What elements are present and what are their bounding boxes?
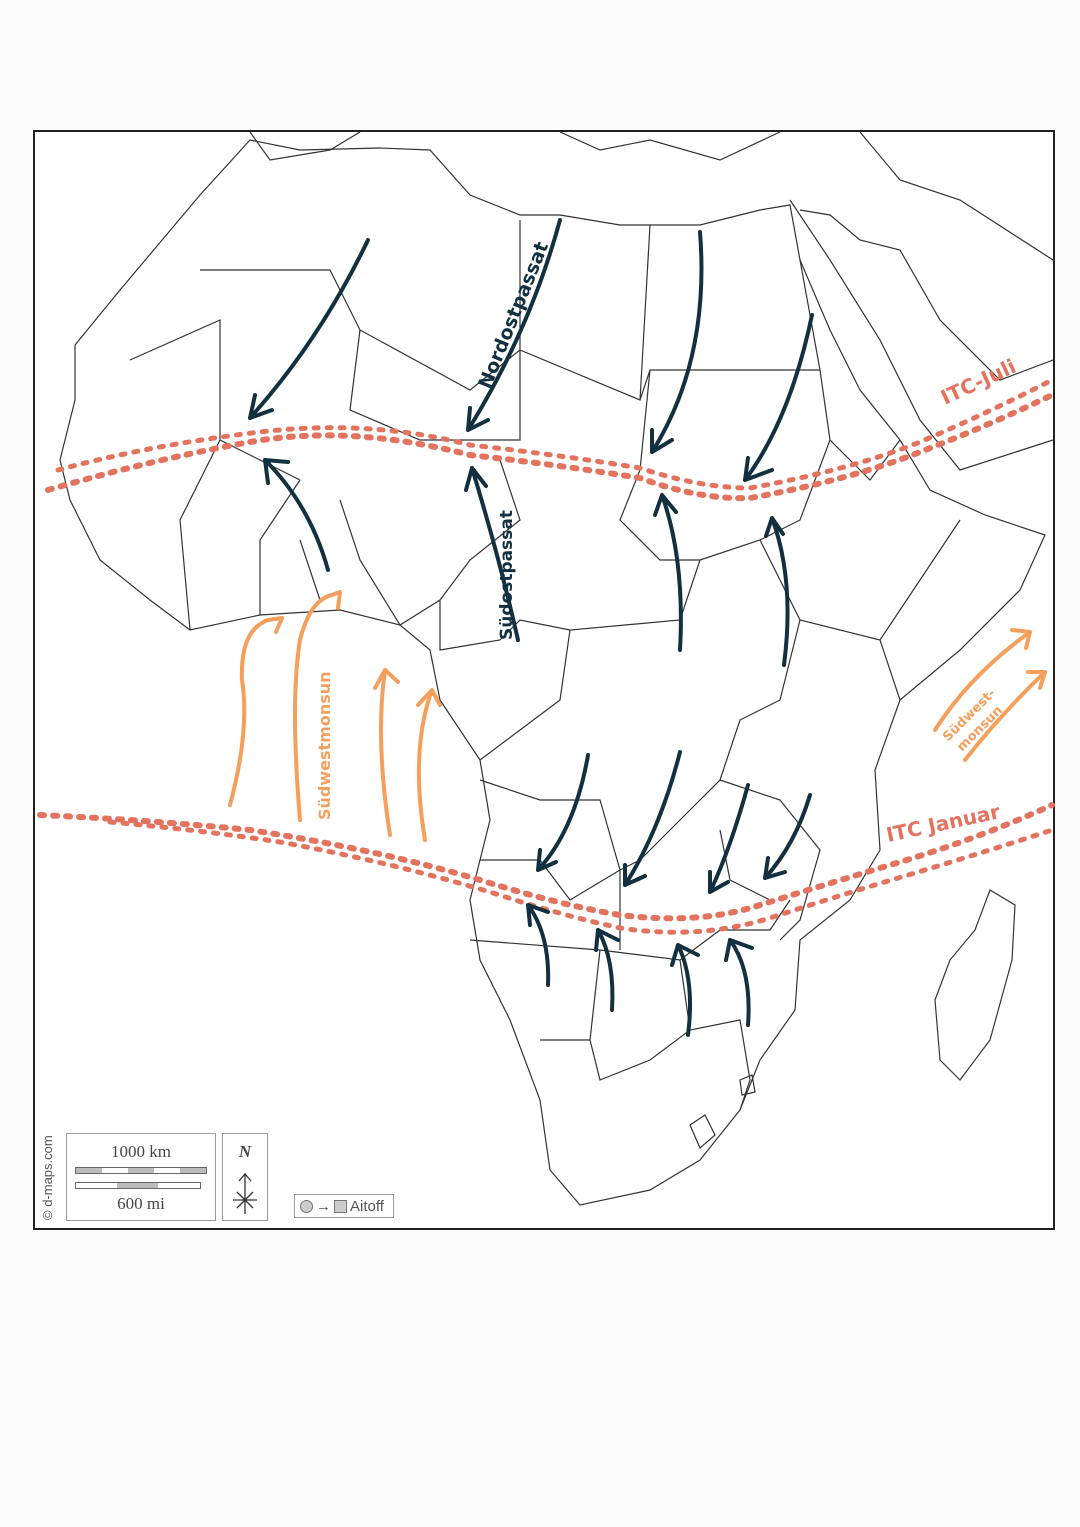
- monsoon-arrow: [963, 670, 1047, 762]
- africa-coast: [59, 139, 1046, 1206]
- europe-coast: [559, 132, 781, 161]
- ne-trade-arrow: [708, 783, 750, 894]
- monsoon-arrow: [416, 688, 442, 842]
- lesotho: [689, 1114, 716, 1149]
- arabia-coast: [789, 199, 1053, 471]
- scale-mi-bar: [75, 1182, 201, 1189]
- ne-trade-arrow: [466, 218, 562, 432]
- se-trade-arrow: [724, 938, 754, 1027]
- trade-wind-arrows: [248, 218, 814, 1037]
- turkey-coast: [859, 132, 1053, 261]
- map-frame: [33, 130, 1055, 1230]
- scale-mi-label: 600 mi: [117, 1194, 165, 1213]
- eswatini: [739, 1074, 756, 1096]
- monsoon-arrow: [373, 668, 400, 837]
- label-suedostpassat: Südostpassat: [497, 510, 517, 640]
- label-nordostpassat: Nordostpassat: [474, 239, 553, 392]
- se-trade-arrow: [464, 466, 520, 642]
- ne-trade-arrow: [248, 238, 370, 420]
- label-itc-januar: ITC Januar: [884, 799, 1002, 847]
- itc-july-line-2: [55, 377, 1055, 491]
- ne-trade-arrow: [743, 313, 814, 482]
- scale-km-label: 1000 km: [111, 1142, 171, 1161]
- credit-text: © d-maps.com: [40, 1135, 55, 1220]
- circle-icon: [300, 1199, 313, 1213]
- ne-trade-arrow: [650, 230, 704, 454]
- square-icon: [334, 1199, 347, 1213]
- europe-coast: [249, 132, 361, 161]
- itc-january-line-2: [107, 819, 1055, 935]
- itc-lines: [37, 377, 1055, 935]
- se-trade-arrow: [594, 928, 620, 1012]
- projection-name: Aitoff: [350, 1197, 384, 1215]
- monsoon-arrow: [933, 628, 1032, 732]
- arabia-border: [799, 209, 1053, 381]
- scale-bar: 1000 km 600 mi: [66, 1133, 216, 1221]
- monsoon-arrows: [228, 590, 1047, 842]
- monsoon-arrow: [293, 590, 342, 822]
- ne-trade-arrow: [763, 793, 812, 880]
- north-label: N: [238, 1142, 252, 1161]
- label-suedwestmonsun-west: Südwestmonsun: [315, 671, 334, 820]
- se-trade-arrow: [764, 516, 790, 667]
- scale-km-bar: [75, 1167, 207, 1174]
- se-trade-arrow: [526, 903, 551, 987]
- se-trade-arrow: [653, 493, 683, 652]
- country-borders: [59, 132, 1053, 1206]
- projection-label: → Aitoff: [294, 1194, 394, 1218]
- se-trade-arrow: [670, 943, 700, 1037]
- se-trade-arrow: [263, 458, 330, 572]
- monsoon-arrow: [228, 616, 284, 807]
- arrow-icon: →: [316, 1197, 331, 1215]
- itc-july-line: [45, 392, 1055, 502]
- madagascar: [934, 889, 1016, 1081]
- ne-trade-arrow: [536, 753, 590, 872]
- north-arrow: N: [222, 1133, 268, 1221]
- compass-icon: [233, 1173, 257, 1214]
- itc-january-line: [37, 802, 1055, 922]
- ne-trade-arrow: [623, 750, 682, 887]
